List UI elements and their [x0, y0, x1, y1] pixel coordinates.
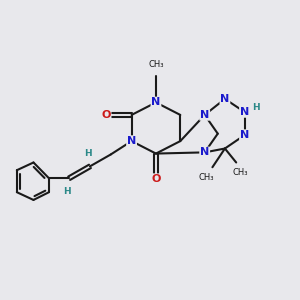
Text: O: O: [101, 110, 111, 120]
Text: H: H: [84, 149, 92, 158]
Text: N: N: [220, 94, 230, 104]
Text: N: N: [200, 147, 209, 158]
Text: H: H: [64, 187, 71, 196]
Text: N: N: [200, 110, 209, 120]
Text: O: O: [151, 174, 160, 184]
Text: N: N: [240, 107, 249, 117]
Text: N: N: [127, 136, 136, 146]
Text: CH₃: CH₃: [198, 173, 214, 182]
Text: CH₃: CH₃: [148, 60, 164, 69]
Text: H: H: [252, 103, 259, 112]
Text: N: N: [240, 130, 249, 140]
Text: CH₃: CH₃: [232, 168, 248, 177]
Text: N: N: [151, 98, 160, 107]
